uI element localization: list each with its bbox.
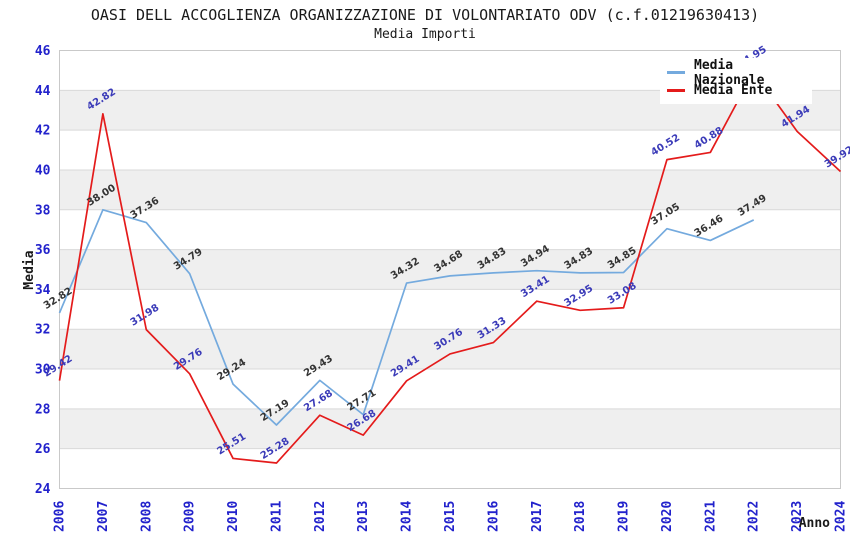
- y-tick-label: 34: [35, 283, 51, 298]
- y-tick-label: 28: [35, 402, 51, 417]
- y-tick-label: 24: [35, 482, 51, 497]
- line-media-nazionale: [58, 208, 755, 426]
- y-tick-label: 42: [35, 124, 51, 139]
- legend-line-icon: [667, 71, 685, 74]
- x-tick-label: 2020: [660, 501, 675, 532]
- x-tick-label: 2017: [530, 501, 545, 532]
- grid-band: [59, 408, 841, 449]
- x-tick-label: 2022: [747, 501, 762, 532]
- x-tick-label: 2007: [96, 501, 111, 532]
- x-tick-label: 2011: [269, 501, 284, 532]
- line-media-ente: [58, 70, 842, 464]
- legend-label: Media Nazionale: [694, 57, 765, 88]
- x-axis-title: Anno: [799, 516, 830, 531]
- x-tick-label: 2023: [790, 501, 805, 532]
- chart-subtitle: Media Importi: [374, 27, 476, 42]
- x-tick-label: 2024: [834, 501, 849, 532]
- y-tick-label: 46: [35, 44, 51, 59]
- x-tick-label: 2008: [139, 501, 154, 532]
- x-tick-label: 2006: [53, 501, 68, 532]
- legend: Media Nazionale Media Ente: [660, 58, 812, 104]
- chart-title: OASI DELL ACCOGLIENZA ORGANIZZAZIONE DI …: [90, 6, 760, 24]
- x-tick-label: 2016: [486, 501, 501, 532]
- grid-band: [59, 329, 841, 370]
- y-tick-label: 32: [35, 323, 51, 338]
- x-tick-label: 2013: [356, 501, 371, 532]
- y-tick-label: 30: [35, 363, 51, 378]
- grid-band: [59, 249, 841, 290]
- y-tick-label: 38: [35, 203, 51, 218]
- y-tick-label: 40: [35, 163, 51, 178]
- grid-band: [59, 169, 841, 210]
- legend-line-icon: [667, 89, 685, 92]
- x-tick-label: 2012: [313, 501, 328, 532]
- point-label-media-ente: 39.92: [823, 144, 850, 170]
- y-axis-title: Media: [22, 250, 37, 289]
- legend-label: Media Ente: [694, 83, 773, 98]
- y-tick-label: 26: [35, 442, 51, 457]
- x-tick-label: 2009: [183, 501, 198, 532]
- x-tick-label: 2015: [443, 501, 458, 532]
- x-tick-label: 2014: [400, 501, 415, 532]
- y-tick-label: 44: [35, 84, 51, 99]
- x-tick-label: 2021: [703, 501, 718, 532]
- x-tick-label: 2018: [573, 501, 588, 532]
- point-label-media-ente: 40.52: [649, 132, 682, 158]
- x-tick-label: 2010: [226, 501, 241, 532]
- x-tick-label: 2019: [617, 501, 632, 532]
- legend-item: Media Nazionale: [667, 58, 805, 88]
- plot-border: [59, 50, 841, 489]
- legend-item: Media Ente: [667, 82, 805, 99]
- y-tick-label: 36: [35, 243, 51, 258]
